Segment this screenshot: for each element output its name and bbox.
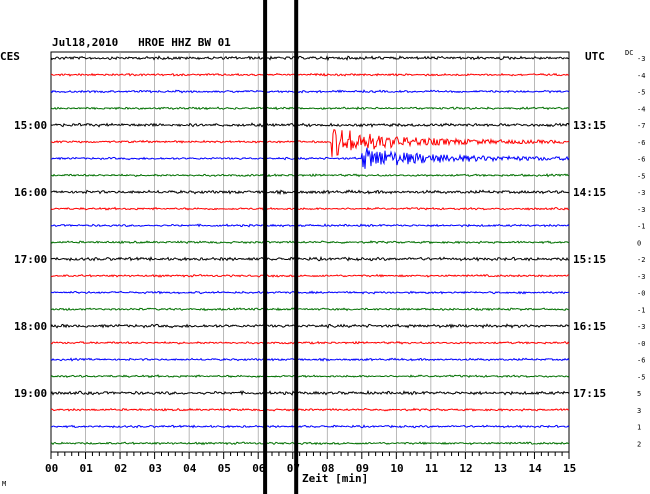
dc-offset-value: -4 — [637, 72, 645, 80]
dc-offset-value: 1 — [637, 424, 641, 432]
x-tick-label: 05 — [218, 462, 231, 475]
x-tick-label: 03 — [149, 462, 162, 475]
dc-offset-value: 5 — [637, 390, 641, 398]
trace-row — [50, 441, 570, 446]
chart-grid — [50, 51, 570, 453]
x-tick-label: 07 — [287, 462, 300, 475]
x-tick-label: 14 — [528, 462, 542, 475]
trace-row — [50, 240, 570, 245]
local-time-label: 15:00 — [14, 119, 47, 132]
corner-mark: M — [2, 480, 6, 488]
utc-time-label: 17:15 — [573, 387, 606, 400]
dc-offset-value: -3 — [637, 189, 645, 197]
utc-timezone-label: UTC — [585, 50, 605, 63]
data-gap-marker — [294, 0, 299, 494]
utc-time-label: 15:15 — [573, 253, 606, 266]
x-tick-label: 11 — [425, 462, 439, 475]
x-tick-label: 13 — [494, 462, 507, 475]
dc-offset-value: -6 — [637, 139, 645, 147]
dc-offset-value: -0 — [637, 290, 645, 298]
x-tick-label: 02 — [114, 462, 127, 475]
trace-row — [50, 357, 570, 362]
x-tick-label: 09 — [356, 462, 369, 475]
x-tick-label: 10 — [390, 462, 403, 475]
trace-row — [50, 122, 570, 128]
local-time-label: 17:00 — [14, 253, 47, 266]
station-title: Jul18,2010 HROE HHZ BW 01 — [52, 36, 231, 49]
dc-offset-value: -1 — [637, 223, 645, 231]
trace-row — [50, 147, 570, 169]
utc-time-label: 14:15 — [573, 186, 606, 199]
trace-row — [50, 55, 570, 62]
dc-title: DC — [625, 49, 633, 57]
x-tick-label: 08 — [321, 462, 334, 475]
utc-time-label: 16:15 — [573, 320, 606, 333]
dc-offset-value: -5 — [637, 373, 645, 381]
trace-row — [50, 340, 570, 345]
dc-offset-value: -0 — [637, 340, 645, 348]
trace-row — [50, 389, 570, 396]
trace-row — [50, 72, 570, 77]
trace-row — [50, 89, 570, 94]
dc-offset-value: -7 — [637, 122, 645, 130]
x-tick-label: 01 — [80, 462, 94, 475]
local-time-label: 19:00 — [14, 387, 47, 400]
seismic-traces — [50, 55, 570, 446]
x-tick-label: 06 — [252, 462, 266, 475]
trace-row — [50, 307, 570, 312]
row-time-labels: 15:00 16:00 17:00 18:00 19:00 13:15 14:15 15:15… — [14, 119, 606, 400]
x-tick-label: 12 — [459, 462, 472, 475]
x-tick-label: 04 — [183, 462, 197, 475]
dc-offset-value: 2 — [637, 440, 641, 448]
trace-row — [50, 173, 570, 178]
dc-offset-labels: -3 -4 -5 -4 -7 -6 -6 -5 -3 -3 -1 0 -2 -3 -0 -1 -3 -0 -6 -5 5… — [637, 55, 645, 448]
trace-row — [50, 424, 570, 429]
x-tick-label: 00 — [45, 462, 58, 475]
dc-offset-value: -3 — [637, 273, 645, 281]
trace-row — [50, 323, 570, 329]
local-time-label: 16:00 — [14, 186, 47, 199]
local-time-label: 18:00 — [14, 320, 47, 333]
utc-time-label: 13:15 — [573, 119, 606, 132]
x-axis-ticks: 00 01 02 03 04 05 06 07 08 09 10 11 12 13 14 15 — [45, 452, 576, 475]
dc-offset-value: 0 — [637, 239, 641, 247]
trace-row — [50, 106, 570, 111]
trace-row — [50, 290, 570, 295]
dc-offset-value: -6 — [637, 156, 645, 164]
dc-offset-value: -6 — [637, 357, 645, 365]
dc-offset-value: -3 — [637, 323, 645, 331]
data-gap-marker — [263, 0, 268, 494]
trace-row — [50, 223, 570, 228]
trace-row — [50, 374, 570, 379]
local-timezone-label: CES — [0, 50, 20, 63]
trace-row — [50, 407, 570, 412]
trace-row — [50, 206, 570, 211]
dc-offset-value: -3 — [637, 206, 645, 214]
dc-offset-value: -3 — [637, 55, 645, 63]
gap-markers — [263, 0, 299, 494]
dc-offset-value: -2 — [637, 256, 645, 264]
dc-offset-value: -5 — [637, 89, 645, 97]
dc-offset-value: -1 — [637, 306, 645, 314]
x-tick-label: 15 — [563, 462, 576, 475]
trace-row — [50, 128, 570, 157]
dc-offset-value: 3 — [637, 407, 641, 415]
plot-frame — [50, 51, 570, 453]
x-axis-label: Zeit [min] — [302, 472, 368, 485]
dc-offset-value: -5 — [637, 172, 645, 180]
trace-row — [50, 189, 570, 196]
dc-offset-value: -4 — [637, 105, 645, 113]
trace-row — [50, 255, 570, 262]
trace-row — [50, 273, 570, 278]
